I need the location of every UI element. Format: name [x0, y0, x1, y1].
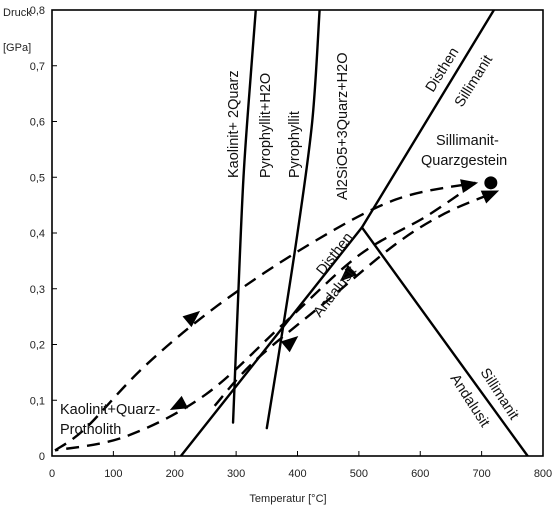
reaction-curve — [231, 10, 257, 424]
endpoint-marker — [484, 176, 498, 190]
y-tick-label: 0,4 — [30, 228, 45, 240]
y-tick-label: 0,1 — [30, 395, 45, 407]
path-arrowhead — [339, 264, 358, 282]
y-tick-label: 0,5 — [30, 172, 45, 184]
x-tick-label: 0 — [49, 468, 55, 480]
reaction-curve — [265, 10, 321, 430]
x-tick-label: 100 — [104, 468, 122, 480]
label-pyrophyllit: Pyrophyllit — [287, 111, 303, 178]
path-arrowhead — [460, 179, 479, 193]
y-tick-label: 0,2 — [30, 340, 45, 352]
axis-ticks: 0 100 200 300 400 500 600 700 800 0 0,1 0,2 0,3 0,4 0,… — [30, 5, 552, 480]
path-arrowhead — [169, 395, 189, 411]
x-tick-label: 300 — [227, 468, 245, 480]
label-sillimanit-top: Sillimanit — [452, 52, 496, 110]
label-al2sio5: Al2SiO5+3Quarz+H2O — [335, 53, 351, 201]
x-tick-label: 700 — [472, 468, 490, 480]
x-tick-label: 800 — [534, 468, 552, 480]
reaction-curves — [179, 10, 529, 456]
y-tick-label: 0,6 — [30, 117, 45, 129]
x-axis-label: Temperatur [°C] — [249, 493, 326, 505]
y-tick-label: 0,3 — [30, 284, 45, 296]
label-endpoint-1: Sillimanit- — [436, 133, 499, 149]
label-pyrophyllit-h2o: Pyrophyllit+H2O — [258, 73, 274, 178]
y-axis-label-2: [GPa] — [3, 42, 31, 54]
pt-paths — [54, 179, 500, 452]
y-tick-label: 0,7 — [30, 61, 45, 73]
reaction-curve — [360, 226, 529, 456]
label-kaolinit-quarz: Kaolinit+ 2Quarz — [226, 70, 242, 178]
pt-path — [213, 192, 492, 407]
path-arrowhead — [182, 310, 201, 328]
label-start-2: Protholith — [60, 422, 121, 438]
path-arrowhead — [280, 335, 299, 353]
y-tick-label: 0,8 — [30, 5, 45, 17]
path-arrowhead — [480, 190, 500, 204]
label-start-1: Kaolinit+Quarz- — [60, 402, 161, 418]
x-tick-label: 500 — [350, 468, 368, 480]
x-tick-label: 600 — [411, 468, 429, 480]
label-endpoint-2: Quarzgestein — [421, 153, 507, 169]
y-tick-label: 0 — [39, 451, 45, 463]
y-axis-label-1: Druck — [3, 7, 32, 19]
x-tick-label: 200 — [166, 468, 184, 480]
x-tick-label: 400 — [288, 468, 306, 480]
pt-path — [54, 181, 477, 452]
pt-path — [54, 181, 476, 452]
